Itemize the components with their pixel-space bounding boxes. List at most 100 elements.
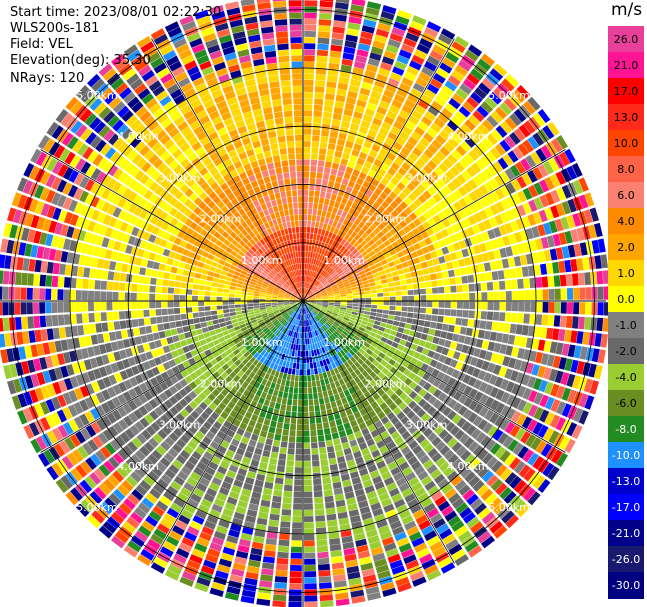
velocity-gate xyxy=(293,491,303,498)
velocity-gate xyxy=(251,491,262,500)
velocity-gate xyxy=(257,467,267,476)
velocity-gate xyxy=(207,375,216,384)
velocity-gate xyxy=(418,71,431,83)
velocity-gate xyxy=(267,432,275,440)
velocity-gate xyxy=(112,311,120,321)
velocity-gate xyxy=(245,376,252,384)
velocity-gate xyxy=(172,259,180,267)
velocity-gate xyxy=(185,295,192,301)
velocity-gate xyxy=(241,301,247,304)
velocity-gate xyxy=(407,349,416,357)
velocity-gate xyxy=(167,287,174,294)
velocity-gate xyxy=(195,328,203,335)
velocity-gate xyxy=(352,67,364,75)
velocity-gate xyxy=(190,471,201,482)
velocity-gate xyxy=(183,482,195,492)
velocity-gate xyxy=(285,342,290,349)
velocity-gate xyxy=(57,314,65,326)
velocity-gate xyxy=(549,341,558,354)
velocity-gate xyxy=(23,162,35,178)
velocity-gate xyxy=(291,405,297,412)
velocity-gate xyxy=(366,155,375,164)
velocity-gate xyxy=(325,383,332,391)
velocity-gate xyxy=(376,250,383,258)
velocity-gate xyxy=(318,373,324,380)
velocity-gate xyxy=(394,245,402,253)
velocity-gate xyxy=(242,456,251,465)
velocity-gate xyxy=(425,308,433,314)
velocity-gate xyxy=(264,318,271,323)
velocity-gate xyxy=(391,565,406,575)
velocity-gate xyxy=(342,319,349,324)
velocity-gate xyxy=(226,258,233,264)
velocity-gate xyxy=(346,323,353,329)
velocity-gate xyxy=(274,576,288,583)
velocity-gate xyxy=(297,418,303,425)
velocity-gate xyxy=(272,376,278,384)
velocity-gate xyxy=(314,252,319,260)
velocity-gate xyxy=(451,458,463,470)
velocity-gate xyxy=(275,358,281,365)
velocity-gate xyxy=(226,496,238,506)
velocity-gate xyxy=(310,298,316,300)
velocity-gate xyxy=(408,167,418,177)
velocity-gate xyxy=(363,243,370,250)
velocity-gate xyxy=(187,440,198,450)
velocity-gate xyxy=(505,209,515,221)
velocity-gate xyxy=(458,59,472,72)
velocity-gate xyxy=(307,313,310,320)
velocity-gate xyxy=(290,324,294,331)
velocity-gate xyxy=(359,87,371,96)
velocity-gate xyxy=(346,497,357,506)
velocity-gate xyxy=(257,592,271,600)
velocity-gate xyxy=(493,87,507,101)
velocity-gate xyxy=(292,362,297,369)
velocity-gate xyxy=(46,466,59,481)
velocity-gate xyxy=(376,284,383,289)
velocity-gate xyxy=(60,224,69,237)
velocity-gate xyxy=(401,487,413,498)
velocity-gate xyxy=(388,358,396,366)
velocity-gate xyxy=(247,306,254,310)
velocity-gate xyxy=(198,374,207,382)
velocity-gate xyxy=(317,429,324,436)
velocity-gate xyxy=(304,522,314,529)
velocity-gate xyxy=(294,306,299,312)
velocity-gate xyxy=(289,380,295,387)
velocity-gate xyxy=(316,545,329,553)
velocity-gate xyxy=(313,279,318,286)
velocity-gate xyxy=(268,374,274,382)
velocity-gate xyxy=(363,314,370,319)
velocity-gate xyxy=(299,308,302,314)
velocity-gate xyxy=(304,18,317,25)
velocity-gate xyxy=(372,272,380,278)
velocity-gate xyxy=(222,508,234,517)
velocity-gate xyxy=(261,378,268,386)
velocity-gate xyxy=(336,251,342,258)
velocity-gate xyxy=(444,510,458,522)
velocity-gate xyxy=(327,259,333,266)
velocity-gate xyxy=(315,417,322,424)
velocity-gate xyxy=(556,135,568,150)
velocity-gate xyxy=(178,261,186,269)
velocity-gate xyxy=(470,356,479,367)
velocity-gate xyxy=(341,535,353,544)
velocity-gate xyxy=(323,315,330,320)
velocity-gate xyxy=(193,487,205,498)
velocity-gate xyxy=(343,368,350,376)
velocity-gate xyxy=(519,336,528,348)
velocity-gate xyxy=(308,305,314,310)
velocity-gate xyxy=(407,245,416,253)
velocity-gate xyxy=(487,362,496,373)
velocity-gate xyxy=(512,499,526,513)
velocity-gate xyxy=(76,278,83,289)
velocity-gate xyxy=(285,306,291,310)
velocity-gate xyxy=(438,239,447,248)
velocity-gate xyxy=(481,360,490,371)
velocity-gate xyxy=(335,94,346,103)
velocity-gate xyxy=(117,406,128,418)
velocity-gate xyxy=(30,373,40,388)
velocity-gate xyxy=(73,173,85,186)
velocity-gate xyxy=(467,319,475,328)
velocity-gate xyxy=(447,515,461,527)
